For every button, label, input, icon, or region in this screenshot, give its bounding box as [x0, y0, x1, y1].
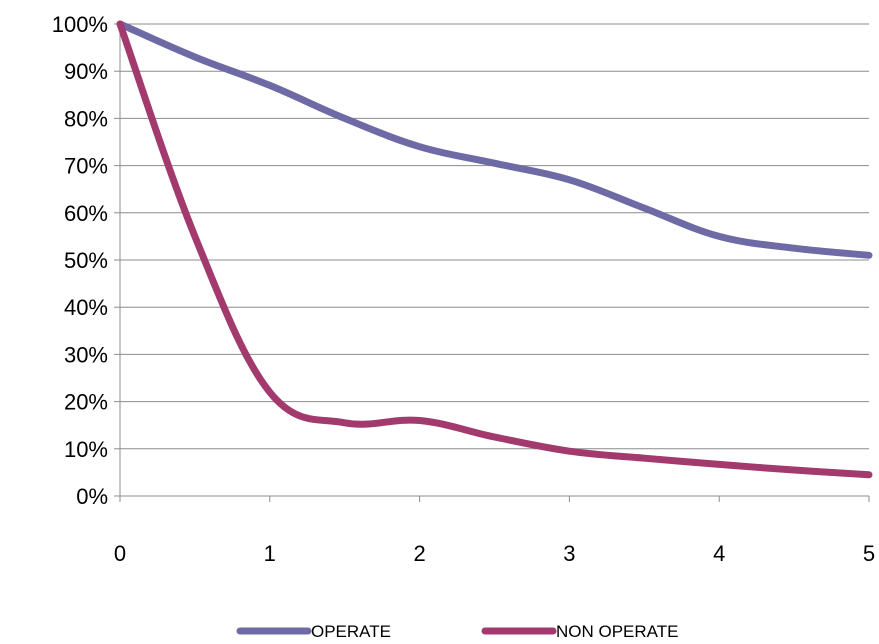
- y-axis-tick-labels: 0% 10% 20% 30% 40% 50% 60% 70% 80% 90% 100%: [52, 12, 108, 509]
- y-tick-label: 100%: [52, 12, 108, 37]
- x-tick-label: 2: [413, 541, 425, 566]
- x-tick-label: 1: [264, 541, 276, 566]
- y-tick-label: 20%: [64, 390, 108, 415]
- x-tick-label: 3: [563, 541, 575, 566]
- legend-label: OPERATE: [311, 622, 391, 641]
- y-tick-label: 40%: [64, 295, 108, 320]
- y-tick-label: 10%: [64, 437, 108, 462]
- legend-item: NON OPERATE: [481, 622, 678, 641]
- y-tick-label: 30%: [64, 342, 108, 367]
- x-tick-label: 4: [713, 541, 725, 566]
- legend-label: NON OPERATE: [556, 622, 678, 641]
- series-line-operate: [116, 20, 873, 259]
- y-tick-label: 90%: [64, 59, 108, 84]
- x-tick-label: 5: [863, 541, 875, 566]
- y-tick-label: 60%: [64, 201, 108, 226]
- y-tick-label: 80%: [64, 106, 108, 131]
- series-lines: [116, 20, 873, 479]
- y-tick-label: 0%: [76, 484, 108, 509]
- x-axis-tick-labels: 0 1 2 3 4 5: [114, 541, 875, 566]
- gridlines: [120, 23, 869, 450]
- legend-item: OPERATE: [236, 622, 391, 641]
- series-line-non-operate: [116, 20, 873, 479]
- axes: [114, 23, 870, 502]
- legend: OPERATE NON OPERATE: [236, 622, 678, 641]
- y-tick-label: 70%: [64, 154, 108, 179]
- y-tick-label: 50%: [64, 248, 108, 273]
- x-tick-label: 0: [114, 541, 126, 566]
